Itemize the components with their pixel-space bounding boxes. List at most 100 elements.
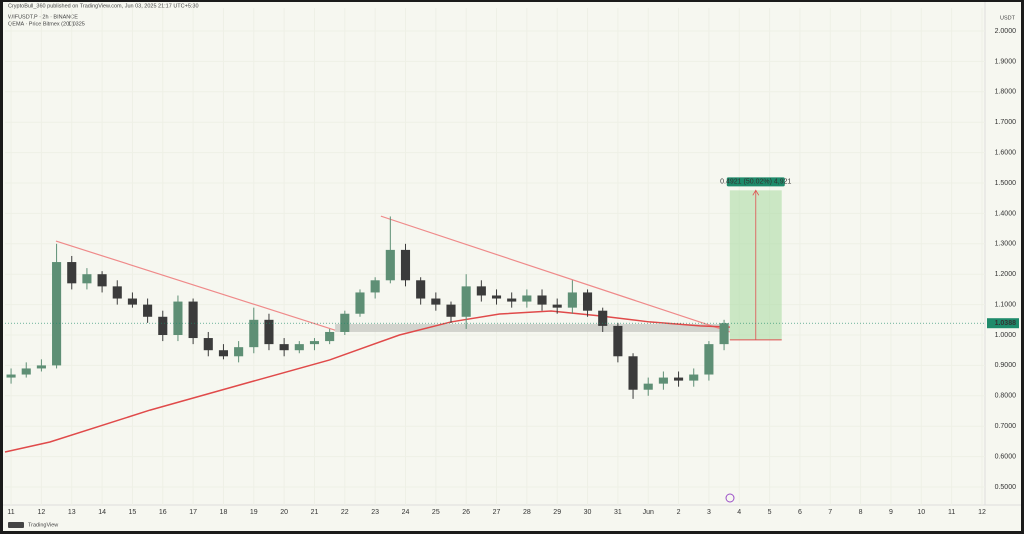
x-tick-label: 30 [584,509,592,516]
x-tick-label: 4 [737,509,741,516]
x-tick-label: 26 [462,509,470,516]
y-tick-label: 0.8000 [995,393,1017,400]
x-tick-label: 23 [371,509,379,516]
panel [3,2,1021,531]
ema-last: 1.0325 [68,21,85,27]
candle-body [52,262,62,366]
y-tick-label: 1.4000 [995,210,1017,217]
candle-body [234,347,244,357]
x-tick-label: 10 [917,509,925,516]
x-tick-label: 3 [707,509,711,516]
candle-body [628,356,638,390]
candle-body [431,298,441,305]
alert-icon [725,493,735,503]
candle-body [719,323,729,345]
x-tick-label: 16 [159,509,167,516]
plot-area: 0.4921 (50.02%) 4,921 [4,8,985,505]
candle-body [567,292,577,308]
candle-body [613,325,623,357]
x-tick-label: 6 [798,509,802,516]
candle-body [643,383,653,390]
candle-body [218,350,229,357]
candle-body [552,304,562,308]
x-tick-label: 9 [889,509,893,516]
candle-body [522,295,532,302]
y-tick-label: 1.7000 [995,119,1017,126]
candle-body [97,274,107,287]
x-tick-label: 11 [948,509,955,516]
y-tick-label: 1.2000 [995,271,1017,278]
candle-body [582,292,593,311]
logo [8,522,24,528]
y-tick-label: 0.7000 [995,423,1017,430]
candle-body [537,295,547,305]
candle-body [82,274,92,284]
x-tick-label: 11 [7,509,14,516]
candle-body [294,344,304,351]
x-tick-label: 24 [402,509,410,516]
candle-body [264,319,274,345]
position-label-bg [726,177,785,187]
candle-body [704,344,714,375]
candle-body [203,338,213,351]
x-tick-label: 19 [250,509,258,516]
currency: USDT [1000,15,1016,21]
candle-body [674,377,684,381]
candle-body [36,365,46,369]
candle-body [279,344,289,351]
candle-body [446,304,456,317]
y-tick-label: 1.9000 [995,58,1017,65]
candle-body [598,310,608,326]
arrow-head [752,189,760,196]
candle-body [158,316,168,336]
candle-body [461,286,471,317]
x-tick-label: 13 [68,509,76,516]
candle-body [507,298,517,302]
last-price-tag [987,318,1019,329]
x-tick-label: 15 [129,509,137,516]
x-tick-label: Jun [643,509,654,516]
candle-body [689,374,699,381]
candle-body [127,298,137,305]
x-tick-label: 8 [859,509,863,516]
x-tick-label: 18 [220,509,228,516]
x-tick-label: 5 [768,509,772,516]
y-tick-label: 0.9000 [995,362,1017,369]
x-tick-label: 21 [311,509,319,516]
candle-body [143,304,153,317]
x-tick-label: 7 [828,509,832,516]
x-tick-label: 17 [189,509,197,516]
y-tick-label: 0.6000 [995,453,1017,460]
x-tick-label: 27 [493,509,501,516]
candle-body [491,295,502,299]
y-tick-label: 2.0000 [995,28,1017,35]
x-tick-label: 28 [523,509,531,516]
symbol: WIFUSDT.P · 2h · BINANCE [8,14,78,20]
x-tick-label: 12 [38,509,46,516]
y-tick-label: 1.6000 [995,149,1017,156]
candle-body [309,341,320,345]
candle-body [400,249,411,281]
last-price-label: 1.0388 [995,320,1017,327]
candle-body [249,319,259,348]
candle-body [416,280,426,299]
x-tick-label: 31 [614,509,622,516]
x-tick-label: 12 [978,509,986,516]
header: CryptoBull_360 published on TradingView.… [8,3,199,9]
x-tick-label: 20 [280,509,288,516]
candle-body [112,286,122,299]
trendline [55,240,336,331]
x-tick-label: 25 [432,509,440,516]
candle-body [67,262,77,284]
footer: TradingView [28,522,58,528]
trendline [380,215,731,333]
y-tick-label: 0.5000 [995,484,1017,491]
position-label: 0.4921 (50.02%) 4,921 [720,179,791,186]
y-tick-label: 1.3000 [995,241,1017,248]
candle-body [476,286,486,296]
y-tick-label: 1.1000 [995,301,1017,308]
candle-body [6,374,16,378]
x-tick-label: 2 [677,509,681,516]
candle-body [355,292,365,314]
